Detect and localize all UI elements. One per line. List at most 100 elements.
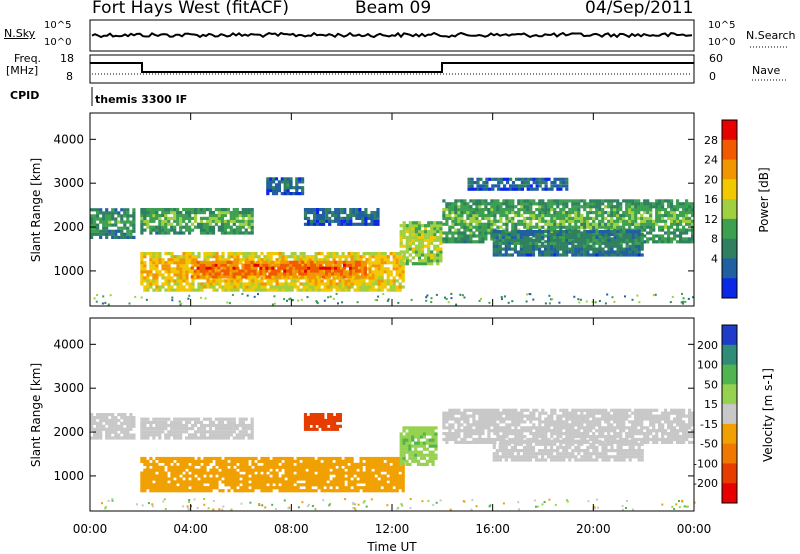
data-cell bbox=[170, 427, 174, 431]
data-cell bbox=[337, 269, 341, 273]
data-cell bbox=[583, 232, 587, 237]
data-cell bbox=[606, 293, 609, 296]
data-cell bbox=[224, 477, 228, 481]
data-cell bbox=[132, 421, 136, 425]
data-cell bbox=[646, 240, 650, 244]
data-cell bbox=[259, 272, 263, 276]
data-cell bbox=[577, 208, 581, 212]
data-cell bbox=[529, 213, 533, 218]
data-cell bbox=[188, 255, 192, 259]
data-cell bbox=[616, 235, 620, 239]
data-cell bbox=[247, 219, 251, 223]
data-cell bbox=[292, 275, 296, 279]
data-cell bbox=[469, 205, 473, 209]
data-cell bbox=[247, 427, 251, 431]
data-cell bbox=[215, 270, 219, 274]
data-cell bbox=[167, 489, 171, 493]
data-cell bbox=[601, 213, 605, 218]
data-cell bbox=[631, 253, 635, 257]
data-cell bbox=[322, 222, 326, 226]
data-cell bbox=[688, 240, 692, 244]
data-cell bbox=[214, 427, 218, 431]
data-cell bbox=[290, 279, 294, 283]
data-cell bbox=[197, 480, 201, 484]
data-cell bbox=[335, 288, 339, 292]
data-cell bbox=[519, 253, 523, 257]
data-cell bbox=[102, 232, 106, 236]
data-cell bbox=[199, 266, 203, 270]
data-cell bbox=[307, 269, 311, 273]
data-cell bbox=[445, 205, 449, 209]
data-cell bbox=[250, 213, 254, 218]
data-cell bbox=[503, 177, 507, 181]
data-cell bbox=[211, 263, 215, 267]
data-cell bbox=[622, 211, 626, 215]
data-cell bbox=[365, 471, 369, 475]
data-cell bbox=[318, 421, 322, 425]
data-cell bbox=[595, 222, 599, 226]
data-cell bbox=[389, 252, 393, 256]
data-cell bbox=[592, 230, 596, 234]
data-cell bbox=[263, 462, 267, 466]
data-cell bbox=[126, 217, 130, 221]
data-cell bbox=[460, 205, 464, 209]
data-cell bbox=[140, 459, 144, 463]
data-cell bbox=[320, 483, 324, 487]
data-cell bbox=[114, 232, 118, 236]
data-cell bbox=[604, 232, 608, 237]
data-cell bbox=[170, 483, 174, 487]
data-cell bbox=[170, 258, 174, 262]
data-cell bbox=[152, 430, 156, 434]
data-cell bbox=[293, 477, 297, 481]
data-cell bbox=[271, 272, 275, 276]
data-cell bbox=[439, 224, 443, 228]
data-cell bbox=[99, 433, 103, 437]
data-cell bbox=[311, 279, 315, 283]
data-cell bbox=[167, 430, 171, 434]
data-cell bbox=[179, 282, 183, 286]
data-cell bbox=[275, 252, 279, 256]
data-cell bbox=[246, 294, 249, 297]
data-cell bbox=[313, 211, 317, 215]
data-cell bbox=[199, 219, 204, 223]
data-cell bbox=[176, 264, 180, 268]
data-cell bbox=[478, 222, 482, 226]
data-cell bbox=[129, 214, 133, 218]
data-cell bbox=[209, 489, 213, 493]
data-cell bbox=[90, 436, 94, 440]
data-cell bbox=[613, 205, 617, 209]
data-cell bbox=[319, 219, 323, 223]
data-cell bbox=[368, 474, 372, 478]
data-cell bbox=[442, 237, 446, 241]
data-cell bbox=[167, 288, 171, 292]
data-cell bbox=[275, 483, 279, 487]
data-cell bbox=[99, 436, 103, 440]
data-cell bbox=[649, 202, 653, 206]
data-cell bbox=[105, 208, 109, 212]
data-cell bbox=[383, 489, 387, 493]
data-cell bbox=[460, 237, 464, 241]
data-cell bbox=[377, 456, 381, 461]
data-cell bbox=[592, 247, 596, 251]
data-cell bbox=[90, 229, 94, 233]
data-cell bbox=[146, 480, 150, 484]
data-cell bbox=[217, 219, 221, 223]
data-cell bbox=[206, 252, 210, 256]
data-cell bbox=[164, 483, 168, 487]
data-cell bbox=[347, 255, 351, 259]
data-cell bbox=[188, 417, 192, 421]
data-cell bbox=[532, 187, 536, 191]
data-cell bbox=[155, 270, 159, 274]
data-cell bbox=[685, 219, 689, 223]
data-cell bbox=[357, 269, 362, 273]
data-cell bbox=[140, 474, 144, 478]
data-cell bbox=[260, 465, 264, 469]
data-cell bbox=[123, 208, 127, 212]
data-cell bbox=[442, 199, 446, 203]
data-cell bbox=[592, 250, 596, 254]
data-cell bbox=[211, 219, 216, 223]
data-cell bbox=[257, 474, 261, 478]
data-cell bbox=[155, 255, 159, 259]
data-cell bbox=[692, 296, 694, 299]
data-cell bbox=[223, 260, 227, 264]
